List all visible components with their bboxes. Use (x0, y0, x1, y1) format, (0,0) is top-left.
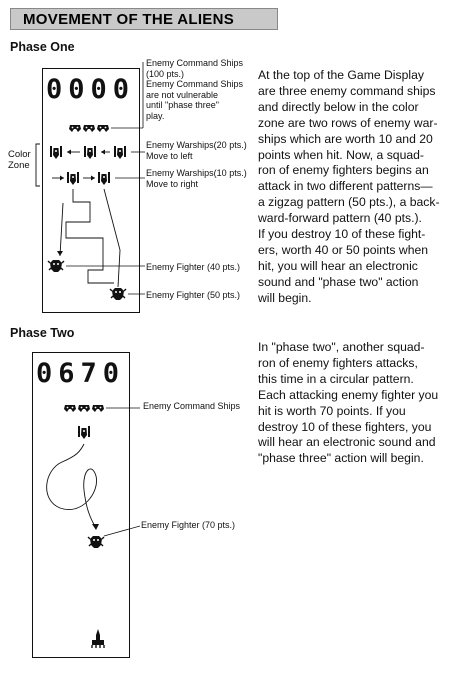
arrowhead-icon (101, 149, 105, 155)
label-line: (100 pts.) (146, 68, 185, 79)
section-banner: MOVEMENT OF THE ALIENS (10, 8, 278, 30)
text-line: ers, worth 40 or 50 points when (258, 242, 429, 257)
warship-icon (50, 146, 62, 159)
text-line: ward-forward pattern (40 pts.). (258, 211, 422, 226)
command-ship-icon (64, 405, 76, 412)
text-line: Each attacking enemy fighter you (258, 387, 439, 402)
phase-one-score: 0000 (46, 74, 136, 105)
label-line: Enemy Warships(20 pts.) (146, 140, 247, 150)
phase-two-heading: Phase Two (10, 326, 75, 340)
arrowhead-icon (57, 251, 63, 256)
command-ship-icon (78, 405, 90, 412)
text-line: At the top of the Game Display (258, 68, 424, 82)
text-line: attack in two different patterns— (258, 179, 433, 194)
label-line: Move to left (146, 150, 193, 161)
label-line: are not vulnerable (146, 89, 219, 100)
color-zone-label-line-1: Color (8, 149, 31, 160)
command-ship-icon (69, 125, 81, 132)
phase-two-game-display (32, 352, 130, 658)
warship-icon (67, 172, 79, 185)
arrowhead-icon (60, 175, 64, 181)
phase-one-fighter-50-label: Enemy Fighter (50 pts.) (146, 290, 241, 300)
phase-two-description: In "phase two", another squad- ron of en… (258, 340, 466, 467)
phase-one-warships-20-label: Enemy Warships(20 pts.) Move to left (146, 140, 247, 161)
warship-icon (98, 172, 110, 185)
text-line: points when hit. Now, a squad- (258, 147, 424, 162)
leader-line (103, 525, 141, 537)
text-line: If you destroy 10 of these fight- (258, 227, 426, 242)
phase-two-fighter-70-label: Enemy Fighter (70 pts.) (141, 520, 236, 530)
color-zone-label: Color Zone (8, 149, 31, 171)
label-line: Enemy Command Ships (146, 79, 244, 89)
label-line: Enemy Command Ships (146, 58, 244, 68)
text-line: a zigzag pattern (50 pts.), a back- (258, 195, 440, 210)
warship-icon (78, 426, 90, 439)
zigzag-path (65, 189, 114, 284)
arrowhead-icon (91, 175, 95, 181)
text-line: will begin. (258, 290, 312, 305)
text-line: ron of enemy fighters begins an (258, 163, 429, 178)
text-line: are three enemy command ships (258, 83, 436, 98)
label-line: until "phase three" (146, 100, 219, 110)
backward-forward-path (103, 188, 121, 288)
color-zone-label-line-2: Zone (8, 159, 30, 171)
text-line: "phase three" action will begin. (258, 451, 424, 466)
text-line: will hear an electronic sound and (258, 435, 436, 450)
phase-two-command-ships-label: Enemy Command Ships (143, 401, 241, 411)
text-line: In "phase two", another squad- (258, 340, 425, 354)
text-line: destroy 10 of these fighters, you (258, 419, 432, 434)
phase-one-description: At the top of the Game Display are three… (258, 68, 466, 307)
section-title: MOVEMENT OF THE ALIENS (23, 11, 235, 28)
label-line: play. (146, 110, 165, 121)
player-ship-icon (91, 628, 105, 649)
command-ship-icon (97, 125, 109, 132)
phase-one-warships-10-label: Enemy Warships(10 pts.) Move to right (146, 168, 247, 189)
phase-one-game-display (42, 68, 140, 313)
fighter-icon (109, 287, 127, 301)
fighter-icon (47, 259, 65, 273)
fighter-icon (87, 535, 105, 549)
label-line: Move to right (146, 178, 199, 189)
arrowhead-icon (92, 524, 99, 530)
fighter-dive-path (59, 202, 64, 257)
text-line: ron of enemy fighters attacks, (258, 355, 418, 370)
label-line: Enemy Warships(10 pts.) (146, 168, 247, 178)
phase-one-heading: Phase One (10, 40, 75, 54)
arrowhead-icon (67, 149, 71, 155)
text-line: sound and "phase two" action (258, 274, 419, 289)
text-line: hit is worth 70 points. If you (258, 403, 406, 418)
circular-path (46, 443, 97, 529)
phase-two-score: 0670 (36, 358, 126, 389)
phase-one-command-ships-label: Enemy Command Ships (100 pts.) Enemy Com… (146, 58, 243, 121)
warship-icon (114, 146, 126, 159)
color-zone-bracket (35, 143, 40, 187)
text-line: hit, you will hear an electronic (258, 258, 418, 273)
text-line: this time in a circular pattern. (258, 371, 414, 386)
text-line: ships which are worth 10 and 20 (258, 131, 433, 146)
text-line: and directly below in the color (258, 99, 419, 114)
phase-one-fighter-40-label: Enemy Fighter (40 pts.) (146, 262, 241, 272)
command-ship-icon (83, 125, 95, 132)
command-ship-icon (92, 405, 104, 412)
warship-icon (84, 146, 96, 159)
text-line: zone are two rows of enemy war- (258, 115, 438, 130)
